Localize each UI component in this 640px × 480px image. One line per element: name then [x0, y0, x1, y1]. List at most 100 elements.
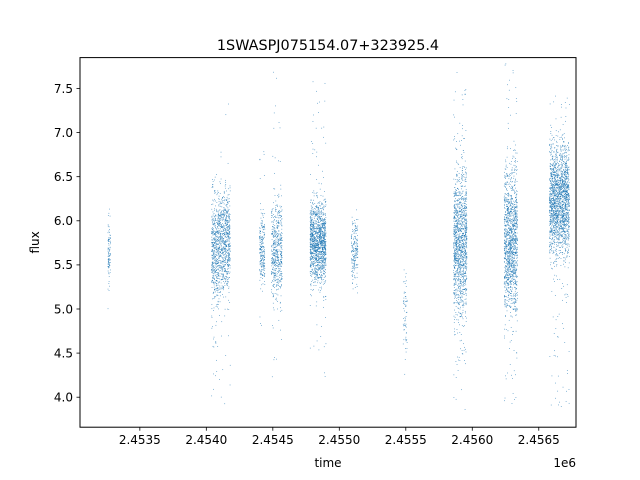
data-point [353, 230, 355, 232]
data-point [456, 223, 458, 225]
data-point [309, 252, 311, 253]
data-point [461, 188, 462, 190]
data-point [464, 281, 466, 283]
data-point [229, 227, 231, 229]
data-point [323, 228, 325, 230]
data-point [458, 213, 459, 215]
data-point [309, 246, 311, 247]
data-point [463, 291, 464, 293]
data-point [321, 264, 323, 266]
data-point [318, 210, 320, 211]
data-point [458, 234, 460, 235]
data-point [224, 403, 226, 405]
data-point [228, 221, 230, 223]
data-point [276, 235, 278, 237]
data-point [223, 234, 225, 235]
data-point [464, 203, 465, 205]
data-point [463, 244, 464, 245]
data-point [109, 285, 111, 287]
data-point [264, 284, 266, 285]
data-point [357, 256, 359, 258]
data-point [317, 207, 319, 209]
data-point [357, 228, 358, 230]
data-point [216, 263, 218, 264]
data-point [457, 265, 459, 266]
data-point [320, 262, 321, 264]
data-point [314, 267, 316, 268]
data-point [318, 251, 320, 252]
data-point [215, 258, 217, 259]
data-point [466, 245, 467, 246]
data-point [217, 237, 219, 238]
data-point [272, 253, 273, 255]
data-point [353, 262, 355, 264]
data-point [324, 231, 325, 233]
data-point [273, 359, 275, 361]
data-point [273, 269, 275, 271]
data-point [313, 240, 315, 242]
data-point [229, 259, 231, 261]
data-point [354, 236, 355, 237]
data-point [227, 211, 229, 212]
data-point [219, 291, 221, 293]
data-point [457, 271, 459, 273]
data-point [315, 270, 316, 272]
data-point [458, 259, 459, 261]
data-point [317, 248, 319, 250]
data-point [463, 260, 464, 261]
data-point [405, 338, 406, 340]
data-point [310, 233, 312, 235]
data-point [272, 262, 274, 263]
data-point [217, 306, 219, 308]
data-point [318, 247, 320, 249]
data-point [221, 253, 222, 254]
data-point [213, 338, 214, 340]
data-point [279, 277, 281, 279]
data-point [319, 225, 321, 227]
data-point [223, 277, 225, 279]
data-point [314, 247, 316, 249]
data-point [453, 315, 455, 317]
data-point [227, 235, 229, 237]
data-point [263, 261, 264, 263]
data-point [453, 193, 455, 194]
data-point [316, 192, 318, 193]
data-point [317, 243, 318, 245]
data-point [324, 100, 326, 102]
data-point [311, 214, 313, 216]
data-point [222, 249, 224, 250]
data-point [312, 221, 314, 223]
data-point [213, 258, 215, 260]
data-point [456, 241, 457, 243]
data-point [460, 206, 462, 208]
data-point [212, 254, 214, 256]
data-point [459, 264, 461, 266]
data-point [461, 210, 462, 212]
data-point [356, 219, 357, 220]
data-point [324, 261, 326, 262]
data-point [274, 274, 276, 276]
data-point [454, 257, 456, 258]
data-point [462, 261, 464, 263]
data-point [281, 266, 282, 267]
data-point [315, 243, 317, 244]
data-point [224, 213, 226, 215]
data-point [225, 296, 227, 298]
data-point [108, 259, 109, 260]
data-point [317, 272, 319, 274]
data-point [315, 220, 317, 221]
data-point [454, 250, 455, 252]
data-point [323, 252, 325, 253]
data-point [214, 198, 215, 200]
data-point [456, 302, 458, 304]
data-point [457, 297, 459, 298]
data-point [455, 228, 456, 230]
data-point [462, 233, 463, 235]
data-point [406, 311, 408, 313]
data-point [353, 260, 355, 262]
data-point [465, 223, 466, 224]
data-point [279, 205, 281, 207]
data-point [324, 240, 326, 242]
data-point [318, 262, 320, 264]
data-point [459, 248, 460, 250]
